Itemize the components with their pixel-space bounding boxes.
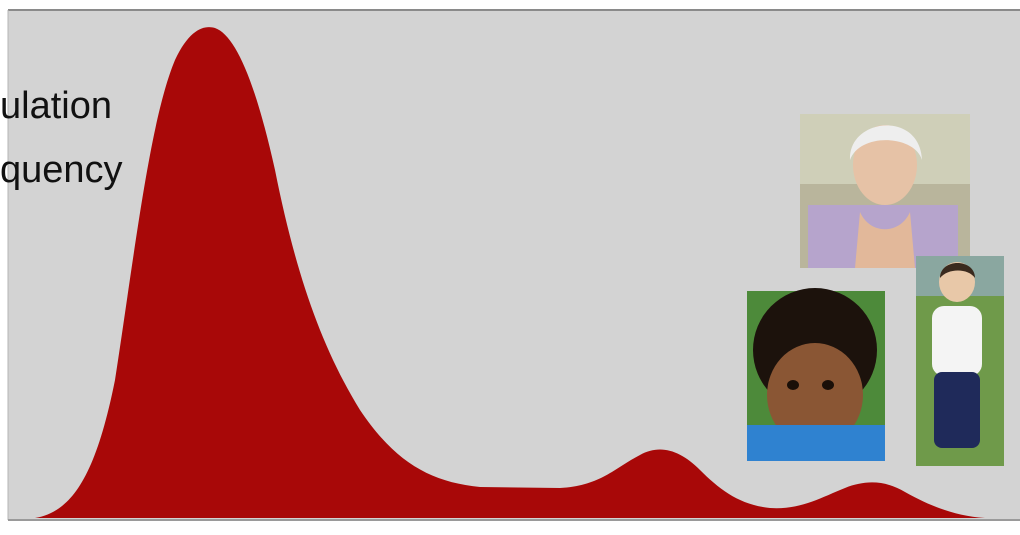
label-line-2: quency	[0, 149, 123, 191]
label-line-1: ulation	[0, 85, 112, 127]
photo-baby	[747, 288, 885, 461]
distribution-curve	[35, 27, 985, 518]
photo-toddler	[916, 256, 1004, 466]
photo-elderly-woman	[800, 114, 970, 268]
